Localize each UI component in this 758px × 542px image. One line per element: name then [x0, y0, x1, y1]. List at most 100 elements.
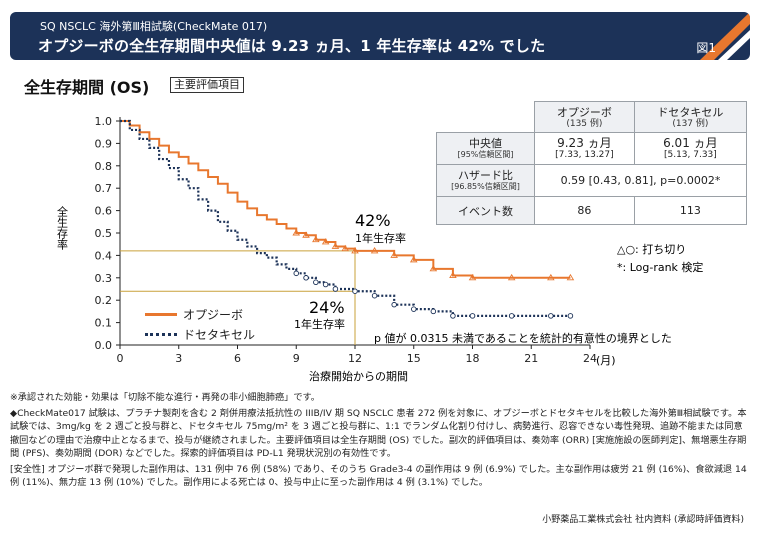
censor-mark-nivolumab [302, 231, 310, 238]
censor-marks [292, 229, 575, 319]
legend-item-nivolumab: オプジーボ [145, 304, 255, 324]
censor-mark-nivolumab [547, 273, 555, 281]
nivo-1yr-label: 1年生存率 [355, 231, 406, 245]
y-tick-label: 0.4 [95, 249, 113, 262]
censor-mark-nivolumab [390, 251, 398, 258]
primary-endpoint-tag: 主要評価項目 [170, 77, 244, 93]
x-tick-label: 9 [293, 352, 300, 365]
censor-mark-nivolumab [449, 271, 457, 279]
events-nivolumab: 86 [534, 196, 635, 225]
y-tick-label: 0.2 [95, 294, 113, 307]
legend-swatch-nivolumab [145, 312, 177, 316]
header-pretitle: SQ NSCLC 海外第Ⅲ相試験(CheckMate 017) [40, 20, 268, 33]
figure-number: 図1 [696, 41, 716, 55]
censor-mark-nivolumab [429, 264, 438, 272]
censor-mark-nivolumab [351, 247, 359, 254]
header-stripe-decoration [700, 12, 750, 60]
censor-mark-nivolumab [292, 229, 301, 236]
chart-axes: 0 3 6 9 12 15 18 21 24 0.0 0.1 0.2 0.3 0.4 0.5 0.6 0.7 0.… [95, 115, 598, 365]
km-chart: 0 3 6 9 12 15 18 21 24 0.0 0.1 0.2 0.3 0.4 0.5 0.6 0.7 0.… [56, 115, 704, 383]
table-header-nivolumab: オプジーボ (135 例) [534, 101, 635, 133]
header-banner: SQ NSCLC 海外第Ⅲ相試験(CheckMate 017) オプジーボの全生… [10, 12, 750, 60]
censor-mark-docetaxel [469, 313, 476, 319]
censor-mark-docetaxel [332, 286, 339, 292]
censor-mark-docetaxel [371, 292, 378, 299]
row-label-median: 中央値 [95%信頼区間] [436, 132, 535, 165]
x-tick-label: 6 [234, 352, 241, 365]
censor-mark-docetaxel [548, 313, 554, 319]
censor-mark-docetaxel [313, 279, 319, 286]
censor-mark-docetaxel [352, 288, 358, 294]
header-title: オプジーボの全生存期間中央値は 9.23 ヵ月、1 年生存率は 42% でした [38, 37, 546, 55]
censor-mark-nivolumab [341, 244, 350, 252]
censor-mark-docetaxel [508, 313, 515, 319]
table-row-median: 中央値 [95%信頼区間] 9.23 ヵ月 [7.33, 13.27] 6.01… [436, 132, 748, 165]
table-header-docetaxel: ドセタキセル (137 例) [633, 101, 748, 133]
censor-mark-docetaxel [293, 270, 300, 277]
censor-mark-docetaxel [567, 313, 574, 319]
censor-mark-docetaxel [430, 308, 437, 315]
x-tick-label: 18 [466, 352, 480, 365]
summary-table: オプジーボ (135 例) ドセタキセル (137 例) 中央値 [95%信頼区… [436, 101, 748, 225]
legend-label-nivolumab: オプジーボ [183, 307, 244, 322]
censor-mark-nivolumab [321, 238, 330, 245]
censor-mark-nivolumab [566, 273, 575, 281]
series-line-nivolumab [120, 120, 571, 279]
x-tick-label: 24 [583, 352, 597, 365]
y-tick-label: 0.8 [95, 160, 113, 173]
y-tick-label: 0.9 [95, 137, 113, 150]
x-axis-label: 治療開始からの期間 [309, 369, 408, 383]
censor-note: △○: 打ち切り [617, 242, 686, 256]
doce-1yr-percent: 24% [309, 298, 345, 317]
censor-mark-docetaxel [391, 301, 397, 308]
y-tick-label: 0.7 [95, 182, 113, 195]
y-tick-label: 0.0 [95, 339, 113, 352]
source-note: 小野薬品工業株式会社 社内資料 (承認時評価資料) [542, 515, 744, 525]
row-label-hazard-ratio: ハザード比 [96.85%信頼区間] [436, 164, 535, 197]
y-tick-label: 0.5 [95, 227, 113, 240]
censor-mark-nivolumab [507, 273, 516, 281]
doce-1yr-label: 1年生存率 [294, 317, 345, 331]
y-axis-label: 全生存率 [56, 205, 69, 251]
censor-mark-nivolumab [331, 242, 340, 249]
censor-mark-docetaxel [411, 306, 417, 312]
censor-mark-nivolumab [468, 273, 477, 281]
test-note: *: Log-rank 検定 [617, 260, 703, 274]
legend-item-docetaxel: ドセタキセル [145, 324, 255, 344]
y-tick-label: 1.0 [95, 115, 113, 128]
footnotes: ※承認された効能・効果は「切除不能な進行・再発の非小細胞肺癌」です。 ◆Chec… [10, 391, 750, 492]
x-tick-label: 15 [407, 352, 421, 365]
x-tick-label: 12 [348, 352, 362, 365]
x-tick-label: 21 [524, 352, 538, 365]
censor-mark-nivolumab [370, 247, 379, 254]
legend-label-docetaxel: ドセタキセル [183, 327, 256, 342]
footnote-safety: [安全性] オプジーボ群で発現した副作用は、131 例中 76 例 (58%) … [10, 464, 747, 489]
censor-mark-docetaxel [303, 275, 309, 281]
x-tick-label: 3 [175, 352, 182, 365]
pvalue-note: p 値が 0.0315 未満であることを統計的有意性の境界とした [374, 331, 672, 345]
x-tick-label: 0 [117, 352, 124, 365]
censor-mark-nivolumab [409, 256, 418, 263]
table-row-hazard-ratio: ハザード比 [96.85%信頼区間] 0.59 [0.43, 0.81], p=… [436, 164, 747, 197]
footnote-indication: ※承認された効能・効果は「切除不能な進行・再発の非小細胞肺癌」です。 [10, 392, 320, 403]
censor-mark-nivolumab [312, 235, 320, 243]
row-label-events: イベント数 [436, 196, 535, 225]
nivo-1yr-percent: 42% [355, 211, 391, 230]
footnote-study: ◆CheckMate017 試験は、プラチナ製剤を含む 2 剤併用療法抵抗性の … [10, 408, 747, 459]
median-nivolumab: 9.23 ヵ月 [7.33, 13.27] [534, 132, 635, 165]
x-axis-unit: (月) [596, 354, 616, 367]
censor-mark-docetaxel [322, 281, 329, 288]
chart-section-title: 全生存期間 (OS) [24, 78, 150, 97]
legend-swatch-docetaxel [145, 332, 177, 336]
survival-curves [120, 119, 571, 317]
y-tick-label: 0.1 [95, 317, 113, 330]
censor-mark-docetaxel [450, 313, 456, 319]
table-row-events: イベント数 86 113 [436, 196, 748, 225]
reference-lines [120, 250, 356, 345]
chart-legend: オプジーボ ドセタキセル [145, 304, 255, 344]
series-line-docetaxel [120, 119, 571, 317]
events-docetaxel: 113 [633, 196, 748, 225]
hazard-ratio-value: 0.59 [0.43, 0.81], p=0.0002* [534, 164, 747, 197]
y-tick-label: 0.6 [95, 205, 113, 218]
median-docetaxel: 6.01 ヵ月 [5.13, 7.33] [633, 132, 748, 165]
